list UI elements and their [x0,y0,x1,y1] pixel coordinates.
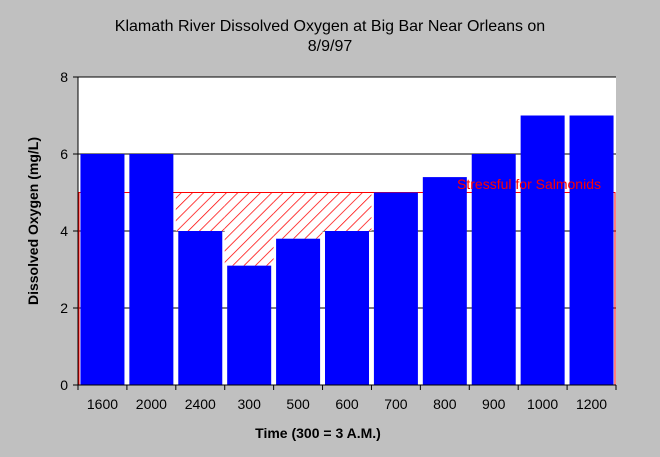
y-tick-label-1: 2 [60,300,68,316]
x-tick-label-1600: 1600 [87,396,118,412]
x-tick-label-800: 800 [433,396,457,412]
chart-title-line-1: Klamath River Dissolved Oxygen at Big Ba… [115,18,545,35]
axes [73,76,617,390]
bar-900 [471,154,516,385]
x-tick-label-900: 900 [482,396,506,412]
x-tick-label-700: 700 [384,396,408,412]
y-tick-labels: 0 2 4 6 8 [60,69,68,393]
y-tick-label-3: 6 [60,146,68,162]
bar-500 [276,238,321,385]
threshold-label: Stressful for Salmonids [457,176,601,192]
bar-1000 [520,115,565,385]
bar-2400 [178,231,223,385]
x-tick-labels: 1600 2000 2400 300 500 600 700 800 900 1000 1200 [87,396,607,412]
bar-800 [422,177,467,385]
threshold-hatch-4 [273,192,323,239]
x-tick-label-500: 500 [286,396,310,412]
bar-1200 [569,115,614,385]
x-tick-label-1200: 1200 [576,396,607,412]
x-tick-label-2400: 2400 [185,396,216,412]
bar-300 [227,265,272,385]
bar-600 [325,231,369,385]
chart-title-line-2: 8/9/97 [308,38,353,55]
y-tick-label-0: 0 [60,377,68,393]
x-tick-label-300: 300 [238,396,262,412]
bar-1600 [80,154,125,385]
threshold-hatch-2 [175,192,225,231]
y-axis-label: Dissolved Oxygen (mg/L) [25,137,41,305]
threshold-hatch-5 [322,192,372,231]
bar-700 [373,192,418,385]
y-tick-label-2: 4 [60,223,68,239]
threshold-zone [78,192,616,386]
x-axis-label: Time (300 = 3 A.M.) [255,425,381,441]
bars [80,115,614,385]
x-tick-label-600: 600 [335,396,359,412]
threshold-hatch-3 [224,192,274,266]
x-tick-label-1000: 1000 [527,396,558,412]
y-tick-label-4: 8 [60,69,68,85]
bar-2000 [129,154,174,385]
x-tick-label-2000: 2000 [136,396,167,412]
